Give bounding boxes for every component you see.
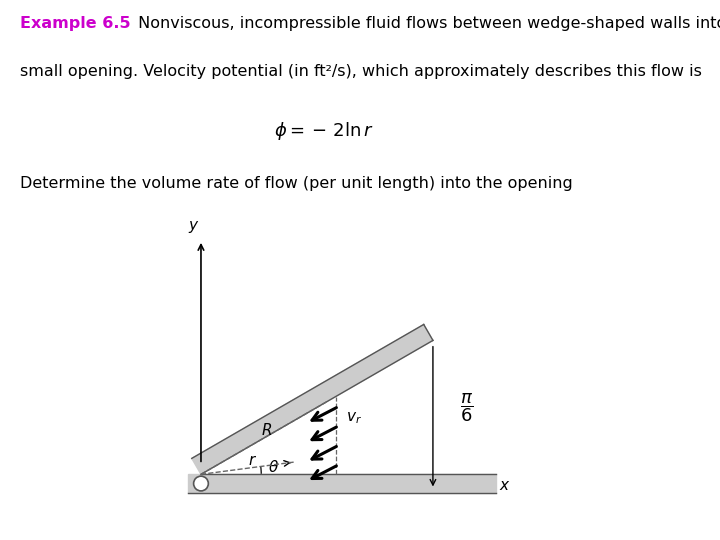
Polygon shape — [192, 325, 433, 474]
Circle shape — [194, 476, 208, 491]
Text: $\theta$: $\theta$ — [268, 459, 279, 475]
Polygon shape — [188, 474, 495, 492]
Text: x: x — [499, 478, 508, 492]
Text: small opening. Velocity potential (in ft²/s), which approximately describes this: small opening. Velocity potential (in ft… — [20, 64, 702, 79]
Text: $R$: $R$ — [261, 422, 273, 438]
Text: $\phi = -\,2\ln r$: $\phi = -\,2\ln r$ — [274, 120, 374, 142]
Text: $r$: $r$ — [248, 453, 256, 468]
Text: y: y — [188, 218, 197, 233]
Text: $\dfrac{\pi}{6}$: $\dfrac{\pi}{6}$ — [459, 391, 473, 424]
Text: Nonviscous, incompressible fluid flows between wedge-shaped walls into a: Nonviscous, incompressible fluid flows b… — [133, 16, 720, 31]
Text: $v_r$: $v_r$ — [346, 410, 361, 426]
Text: Example 6.5: Example 6.5 — [20, 16, 131, 31]
Text: Determine the volume rate of flow (per unit length) into the opening: Determine the volume rate of flow (per u… — [20, 176, 573, 191]
